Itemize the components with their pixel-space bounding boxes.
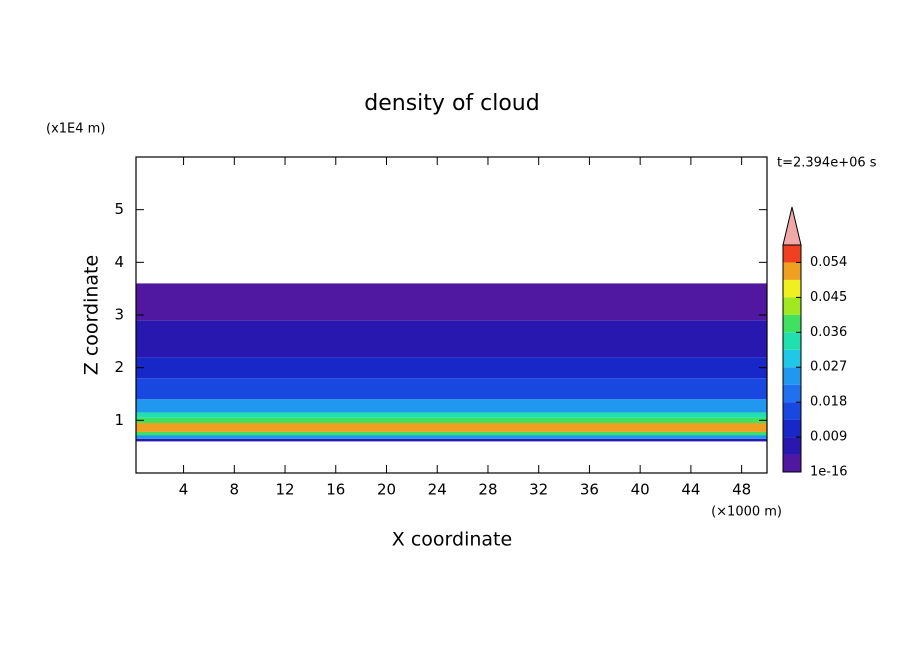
contour-band	[136, 399, 767, 413]
y-tick-label: 3	[114, 306, 124, 324]
time-label: t=2.394e+06 s	[777, 156, 877, 171]
colorbar-band	[783, 402, 801, 420]
colorbar-tick-label: 0.009	[810, 430, 847, 445]
x-tick-label: 32	[529, 481, 548, 499]
colorbar-tick-label: 1e-16	[810, 465, 848, 480]
colorbar-band	[783, 384, 801, 403]
colorbar-band	[783, 245, 801, 263]
x-tick-label: 28	[478, 481, 497, 499]
contour-band	[136, 320, 767, 358]
x-unit: (×1000 m)	[711, 505, 782, 520]
x-tick-label: 36	[580, 481, 599, 499]
x-tick-label: 16	[326, 481, 345, 499]
x-tick-label: 4	[179, 481, 189, 499]
colorbar-band	[783, 419, 801, 438]
chart-title: density of cloud	[364, 91, 539, 116]
contour-band	[136, 431, 767, 436]
colorbar-band	[783, 367, 801, 385]
contour-band	[136, 435, 767, 439]
colorbar-band	[783, 349, 801, 368]
colorbar-tick-label: 0.027	[810, 360, 847, 375]
x-tick-label: 12	[275, 481, 294, 499]
colorbar-band	[783, 454, 801, 472]
colorbar-band	[783, 297, 801, 315]
colorbar-band	[783, 437, 801, 455]
x-tick-label: 8	[230, 481, 240, 499]
x-tick-label: 24	[428, 481, 447, 499]
colorbar-tick-label: 0.036	[810, 325, 847, 340]
contour-band	[136, 438, 767, 442]
colorbar-band	[783, 332, 801, 350]
contour-band	[136, 412, 767, 418]
y-tick-label: 1	[114, 411, 124, 429]
colorbar-tick-label: 0.054	[810, 255, 847, 270]
y-tick-label: 2	[114, 358, 124, 376]
colorbar-tick-label: 0.045	[810, 290, 847, 305]
contour-band	[136, 357, 767, 379]
colorbar-frame	[782, 244, 802, 473]
x-tick-label: 40	[631, 481, 650, 499]
colorbar-band	[783, 279, 801, 298]
x-tick-label: 44	[681, 481, 700, 499]
contour-band	[136, 417, 767, 423]
y-unit: (x1E4 m)	[46, 122, 105, 137]
x-tick-label: 20	[377, 481, 396, 499]
colorbar-band	[783, 314, 801, 333]
colorbar-tick-label: 0.018	[810, 395, 847, 410]
y-tick-label: 4	[114, 253, 124, 271]
y-axis-label: Z coordinate	[81, 255, 103, 375]
y-tick-label: 5	[114, 200, 124, 218]
contour-band	[136, 422, 767, 432]
colorbar-over	[782, 206, 802, 246]
contour-band	[136, 378, 767, 400]
x-axis-label: X coordinate	[392, 529, 512, 551]
x-tick-label: 48	[732, 481, 751, 499]
colorbar-band	[783, 262, 801, 280]
contour-band	[136, 283, 767, 321]
